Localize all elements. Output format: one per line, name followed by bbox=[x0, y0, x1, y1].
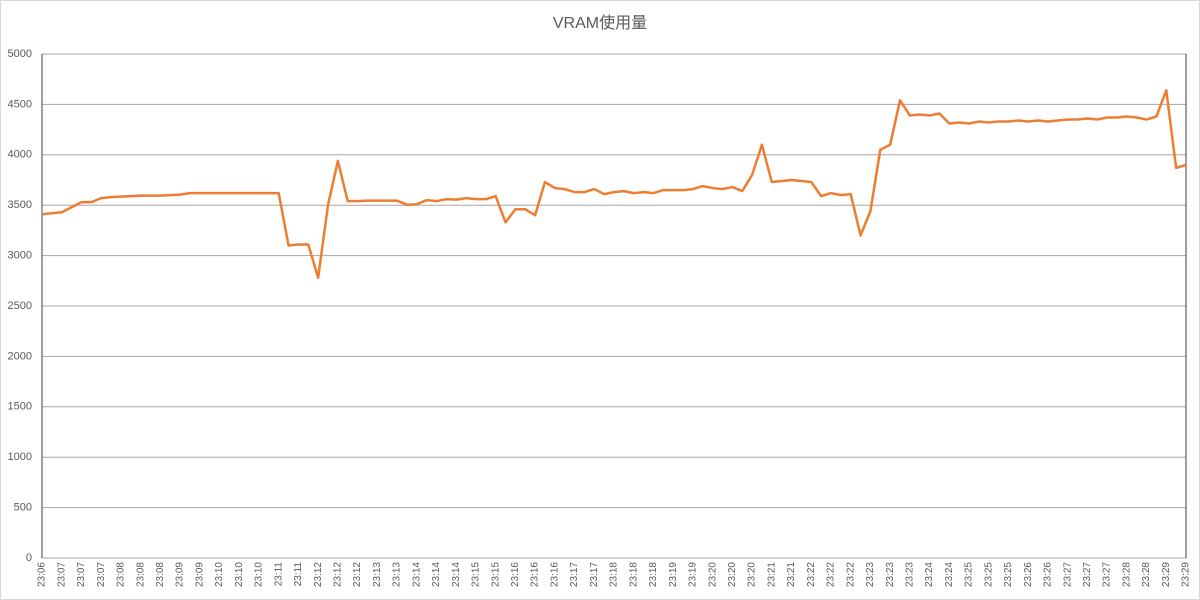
x-tick-label: 23:21 bbox=[786, 562, 797, 587]
x-tick-label: 23:25 bbox=[983, 562, 994, 587]
x-tick-label: 23:17 bbox=[569, 562, 580, 587]
x-tick-label: 23:07 bbox=[56, 562, 67, 587]
y-tick-label: 0 bbox=[26, 552, 32, 564]
x-tick-label: 23:28 bbox=[1141, 562, 1152, 587]
x-tick-label: 23:19 bbox=[688, 562, 699, 587]
x-tick-label: 23:26 bbox=[1023, 562, 1034, 587]
x-tick-label: 23:28 bbox=[1121, 562, 1132, 587]
x-tick-label: 23:20 bbox=[707, 562, 718, 587]
x-tick-label: 23:22 bbox=[845, 562, 856, 587]
x-tick-label: 23:14 bbox=[411, 562, 422, 587]
y-tick-label: 2000 bbox=[8, 350, 32, 362]
x-tick-label: 23:22 bbox=[826, 562, 837, 587]
x-tick-label: 23:12 bbox=[352, 562, 363, 587]
x-tick-label: 23:26 bbox=[1043, 562, 1054, 587]
y-tick-label: 3000 bbox=[8, 250, 32, 262]
x-tick-label: 23:29 bbox=[1161, 562, 1172, 587]
x-tick-label: 23:08 bbox=[155, 562, 166, 587]
x-tick-label: 23:23 bbox=[905, 562, 916, 587]
x-tick-label: 23:06 bbox=[37, 562, 48, 587]
x-tick-label: 23:23 bbox=[885, 562, 896, 587]
x-tick-label: 23:10 bbox=[234, 562, 245, 587]
y-tick-label: 1000 bbox=[8, 451, 32, 463]
y-tick-label: 5000 bbox=[8, 48, 32, 60]
x-tick-label: 23:23 bbox=[865, 562, 876, 587]
y-tick-label: 4000 bbox=[8, 149, 32, 161]
x-tick-label: 23:18 bbox=[628, 562, 639, 587]
x-tick-label: 23:07 bbox=[76, 562, 87, 587]
x-tick-label: 23:25 bbox=[964, 562, 975, 587]
y-tick-label: 500 bbox=[14, 502, 32, 514]
x-tick-label: 23:21 bbox=[766, 562, 777, 587]
x-tick-label: 23:22 bbox=[806, 562, 817, 587]
x-tick-label: 23:29 bbox=[1181, 562, 1192, 587]
x-tick-label: 23:08 bbox=[135, 562, 146, 587]
x-tick-label: 23:11 bbox=[273, 562, 284, 587]
x-tick-label: 23:17 bbox=[589, 562, 600, 587]
x-tick-label: 23:10 bbox=[254, 562, 265, 587]
x-tick-label: 23:12 bbox=[313, 562, 324, 587]
y-tick-label: 2500 bbox=[8, 300, 32, 312]
x-tick-label: 23:25 bbox=[1003, 562, 1014, 587]
x-tick-label: 23:24 bbox=[944, 562, 955, 587]
x-tick-label: 23:16 bbox=[530, 562, 541, 587]
x-tick-label: 23:10 bbox=[214, 562, 225, 587]
x-tick-label: 23:09 bbox=[194, 562, 205, 587]
x-tick-label: 23:09 bbox=[175, 562, 186, 587]
x-tick-label: 23:11 bbox=[293, 562, 304, 587]
data-line bbox=[41, 89, 1187, 280]
x-tick-label: 23:15 bbox=[490, 562, 501, 587]
x-tick-label: 23:24 bbox=[924, 562, 935, 587]
x-tick-label: 23:18 bbox=[609, 562, 620, 587]
x-tick-label: 23:14 bbox=[431, 562, 442, 587]
x-tick-label: 23:16 bbox=[549, 562, 560, 587]
x-tick-label: 23:07 bbox=[96, 562, 107, 587]
x-tick-label: 23:20 bbox=[727, 562, 738, 587]
y-tick-label: 4500 bbox=[8, 98, 32, 110]
x-tick-label: 23:13 bbox=[372, 562, 383, 587]
x-tick-label: 23:20 bbox=[747, 562, 758, 587]
x-tick-label: 23:27 bbox=[1102, 562, 1113, 587]
x-tick-label: 23:13 bbox=[392, 562, 403, 587]
y-tick-label: 1500 bbox=[8, 401, 32, 413]
x-tick-label: 23:27 bbox=[1082, 562, 1093, 587]
x-tick-label: 23:18 bbox=[648, 562, 659, 587]
x-tick-label: 23:19 bbox=[668, 562, 679, 587]
x-tick-label: 23:27 bbox=[1062, 562, 1073, 587]
y-tick-label: 3500 bbox=[8, 199, 32, 211]
x-tick-label: 23:14 bbox=[451, 562, 462, 587]
x-tick-label: 23:12 bbox=[333, 562, 344, 587]
chart-title: VRAM使用量 bbox=[553, 14, 647, 32]
x-tick-label: 23:08 bbox=[116, 562, 127, 587]
x-tick-label: 23:15 bbox=[471, 562, 482, 587]
x-tick-label: 23:16 bbox=[510, 562, 521, 587]
